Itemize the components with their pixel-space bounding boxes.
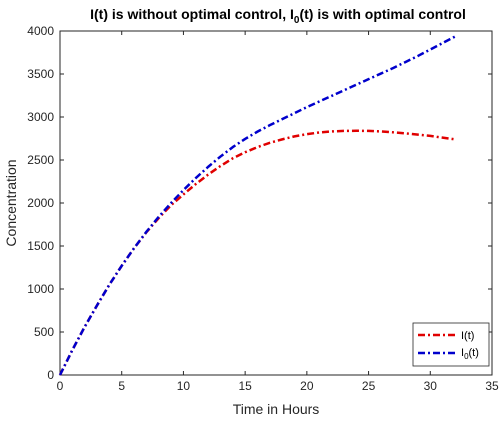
y-tick-label: 0 [47,368,54,382]
y-tick-label: 1000 [27,282,54,296]
x-axis-label: Time in Hours [233,401,320,417]
x-tick-label: 10 [177,379,191,393]
y-tick-label: 3000 [27,110,54,124]
legend-label-i0-after: (t) [469,347,479,359]
x-tick-label: 35 [485,379,499,393]
y-tick-label: 1500 [27,239,54,253]
legend: I(t) I0(t) [412,322,490,367]
y-tick-label: 500 [34,325,54,339]
x-tick-label: 0 [57,379,64,393]
chart-title-part1: I(t) is without optimal control, I [90,6,294,22]
plot-area [59,30,493,376]
y-tick-label: 2500 [27,153,54,167]
legend-label-i0-subscript: 0 [464,352,469,361]
legend-box [412,322,490,367]
chart-title-subscript: 0 [294,15,300,26]
x-tick-label: 20 [300,379,314,393]
x-tick-label: 25 [362,379,376,393]
x-tick-label: 5 [118,379,125,393]
axis-ticks: 0 5 10 15 20 25 30 35 0 500 1000 1500 2000 2500 3000 35… [27,24,499,393]
y-axis-label: Concentration [3,159,19,246]
legend-label-i: I(t) [461,330,474,342]
chart-title: I(t) is without optimal control, I0(t) i… [90,6,466,26]
y-tick-label: 2000 [27,196,54,210]
x-tick-label: 30 [424,379,438,393]
x-tick-label: 15 [238,379,252,393]
legend-label-i0-main: I [461,347,464,359]
y-tick-label: 4000 [27,24,54,38]
series-line-i0 [58,35,456,376]
series-lines [58,35,456,376]
y-tick-label: 3500 [27,67,54,81]
legend-label-i-text: I(t) [461,330,474,342]
chart-title-part2: (t) is with optimal control [299,6,465,22]
legend-label-i0: I0(t) [461,347,479,361]
